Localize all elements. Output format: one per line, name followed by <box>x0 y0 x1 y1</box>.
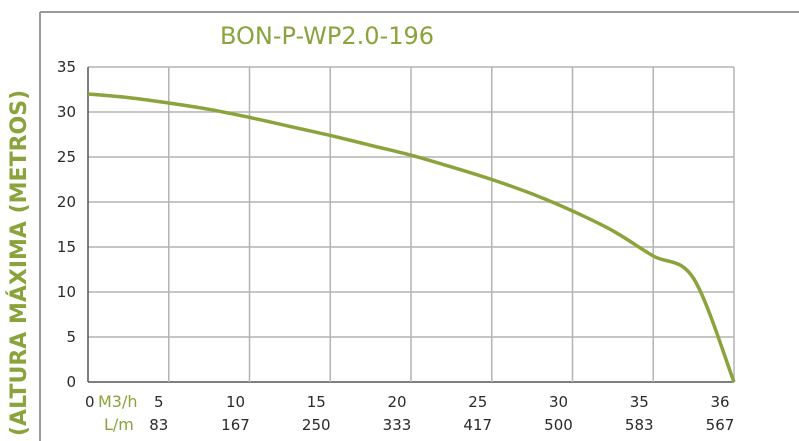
x-tick-label-m3h: 10 <box>226 393 245 411</box>
x-tick-label-lm: 83 <box>149 416 168 434</box>
x-tick-label-m3h: 15 <box>307 393 326 411</box>
x-unit-lm-label: L/m <box>104 415 134 434</box>
x-tick-label-lm: 583 <box>625 416 654 434</box>
grid <box>87 66 735 383</box>
y-axis-label: (ALTURA MÁXIMA (METROS) <box>6 90 32 436</box>
y-tick-label: 5 <box>66 328 76 346</box>
y-ticks: 0 5 10 15 20 25 30 35 <box>57 58 76 391</box>
x-tick-label-lm: 167 <box>221 416 250 434</box>
y-tick-label: 0 <box>66 373 76 391</box>
x-tick-label-m3h: 30 <box>549 393 568 411</box>
x-origin-label: 0 <box>85 393 95 411</box>
x-unit-m3h-label: M3/h <box>98 392 138 411</box>
x-tick-label-lm: 500 <box>544 416 573 434</box>
x-tick-label-lm: 417 <box>463 416 492 434</box>
series-line <box>87 92 736 383</box>
x-tick-label-m3h: 36 <box>710 393 729 411</box>
x-tick-label-m3h: 35 <box>630 393 649 411</box>
chart-title: BON-P-WP2.0-196 <box>220 22 434 50</box>
x-tick-label-m3h: 20 <box>387 393 406 411</box>
x-tick-label-m3h: 5 <box>154 393 164 411</box>
x-tick-label-lm: 250 <box>302 416 331 434</box>
y-tick-label: 25 <box>57 148 76 166</box>
y-tick-label: 15 <box>57 238 76 256</box>
x-tick-label-m3h: 25 <box>468 393 487 411</box>
y-tick-label: 20 <box>57 193 76 211</box>
x-ticks: 5 10 15 20 25 30 35 36 83 167 250 333 417 500 583 567 <box>149 393 734 434</box>
x-tick-label-lm: 333 <box>383 416 412 434</box>
y-tick-label: 10 <box>57 283 76 301</box>
y-tick-label: 30 <box>57 103 76 121</box>
y-tick-label: 35 <box>57 58 76 76</box>
x-tick-label-lm: 567 <box>706 416 735 434</box>
